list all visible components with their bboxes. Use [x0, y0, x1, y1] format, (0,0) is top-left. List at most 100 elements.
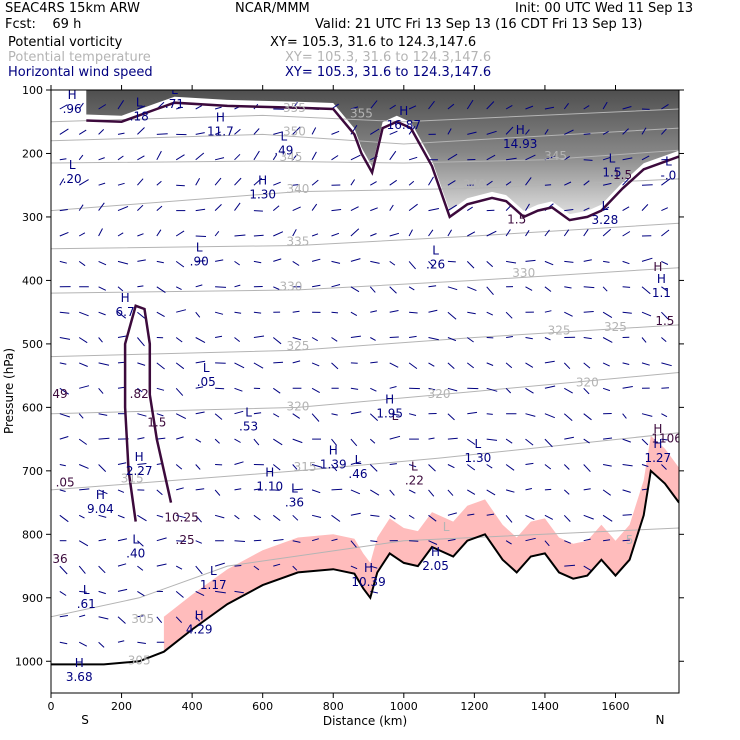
theta-contour: [51, 127, 679, 145]
wind-vector: [563, 464, 570, 470]
wind-vector: [622, 413, 627, 419]
wind-vector: [564, 286, 572, 289]
wind-vector: [292, 565, 298, 571]
x-tick-label: 1400: [531, 700, 559, 713]
theta-label: 350: [283, 125, 306, 139]
wind-vector: [98, 464, 107, 472]
wind-vector: [447, 337, 457, 342]
theta-label: 335: [287, 235, 310, 249]
wind-vector: [525, 337, 533, 340]
extremum-value: .26: [426, 258, 445, 272]
wind-vector: [661, 438, 668, 441]
wind-vector: [79, 362, 88, 367]
wind-vector: [602, 311, 613, 319]
wind-vector: [370, 540, 378, 543]
wind-vector: [486, 261, 494, 268]
wind-vector: [195, 178, 201, 186]
low-level-shading: [163, 435, 679, 652]
extremum-letter: H: [431, 545, 440, 559]
wind-vector: [525, 514, 535, 520]
extremum-letter: H: [653, 437, 662, 451]
wind-vector: [389, 514, 396, 520]
wind-vector: [661, 337, 667, 342]
extremum-letter: H: [329, 443, 338, 457]
wind-vector: [408, 514, 415, 519]
wind-vector: [311, 179, 319, 186]
wind-vector: [292, 514, 299, 521]
extremum-label: L.36: [285, 482, 304, 510]
wind-vector: [447, 103, 455, 110]
wind-vector: [137, 387, 143, 393]
wind-vector: [176, 106, 183, 110]
extremum-value: 2.27: [126, 464, 153, 478]
extremum-label: H2.27: [126, 450, 153, 478]
extremum-value: .18: [130, 110, 149, 124]
x-axis-title: Distance (km): [323, 714, 407, 728]
wind-vector: [661, 128, 667, 135]
wind-vector: [350, 335, 361, 338]
wind-vector: [525, 488, 533, 491]
wind-vector: [370, 181, 377, 186]
extremum-letter: H: [121, 291, 130, 305]
extremum-label: L-.0: [661, 155, 677, 183]
wind-vector: [137, 311, 146, 319]
wind-vector: [544, 360, 555, 364]
wind-vector: [273, 489, 280, 491]
wind-vector: [78, 641, 88, 647]
wind-vector: [544, 310, 552, 313]
extremum-letter: L: [355, 453, 362, 467]
wind-vector: [176, 184, 185, 187]
wind-vector: [156, 537, 167, 542]
extremum-value: 3.68: [66, 670, 93, 684]
wind-vector: [408, 362, 418, 370]
wind-vector: [583, 337, 592, 340]
wind-vector: [253, 412, 262, 415]
extremum-label: L.61: [77, 583, 96, 611]
wind-vector: [59, 337, 71, 340]
wind-vector: [98, 514, 107, 518]
wind-vector: [389, 435, 401, 440]
wind-vector: [117, 616, 126, 624]
wind-vector: [544, 514, 554, 520]
wind-vector: [176, 309, 187, 313]
wind-vector: [117, 311, 127, 319]
wind-vector: [583, 387, 590, 395]
wind-vector: [79, 464, 89, 469]
extremum-value: .90: [190, 254, 209, 268]
wind-vector: [175, 591, 184, 598]
wind-vector: [137, 155, 145, 161]
extremum-label: H4.29: [186, 609, 213, 637]
wind-vector: [59, 104, 68, 110]
wind-vector: [156, 437, 166, 440]
wind-vector: [292, 229, 297, 237]
extremum-letter: L: [132, 532, 139, 546]
wind-vector: [98, 538, 107, 542]
wind-vector: [234, 362, 245, 369]
extremum-letter: H: [68, 88, 77, 102]
wind-vector: [622, 386, 633, 389]
wind-vector: [272, 154, 278, 161]
wind-vector: [350, 179, 356, 186]
extremum-value: 16.87: [387, 118, 421, 132]
wind-vector: [466, 362, 475, 369]
extremum-label: L.71: [165, 90, 184, 111]
wind-vector: [176, 487, 184, 491]
wind-vector: [369, 100, 378, 110]
wind-vector: [137, 233, 144, 237]
extremum-label: L.49: [274, 129, 293, 157]
wind-vector: [350, 461, 361, 465]
wind-vector: [370, 310, 378, 313]
extremum-value: .36: [285, 496, 304, 510]
wind-vector: [563, 362, 571, 370]
wind-vector: [234, 128, 241, 135]
pv-label: L: [392, 409, 399, 423]
wind-vector: [273, 413, 280, 418]
wind-vector: [370, 489, 380, 496]
wind-vector: [311, 151, 317, 161]
center-title: NCAR/MMM: [235, 1, 310, 16]
y-tick-label: 100: [22, 84, 43, 97]
wind-vector: [176, 514, 186, 519]
extremum-letter: L: [281, 129, 288, 143]
pv-label: .05: [56, 476, 75, 490]
x-tick-label: 1600: [601, 700, 629, 713]
